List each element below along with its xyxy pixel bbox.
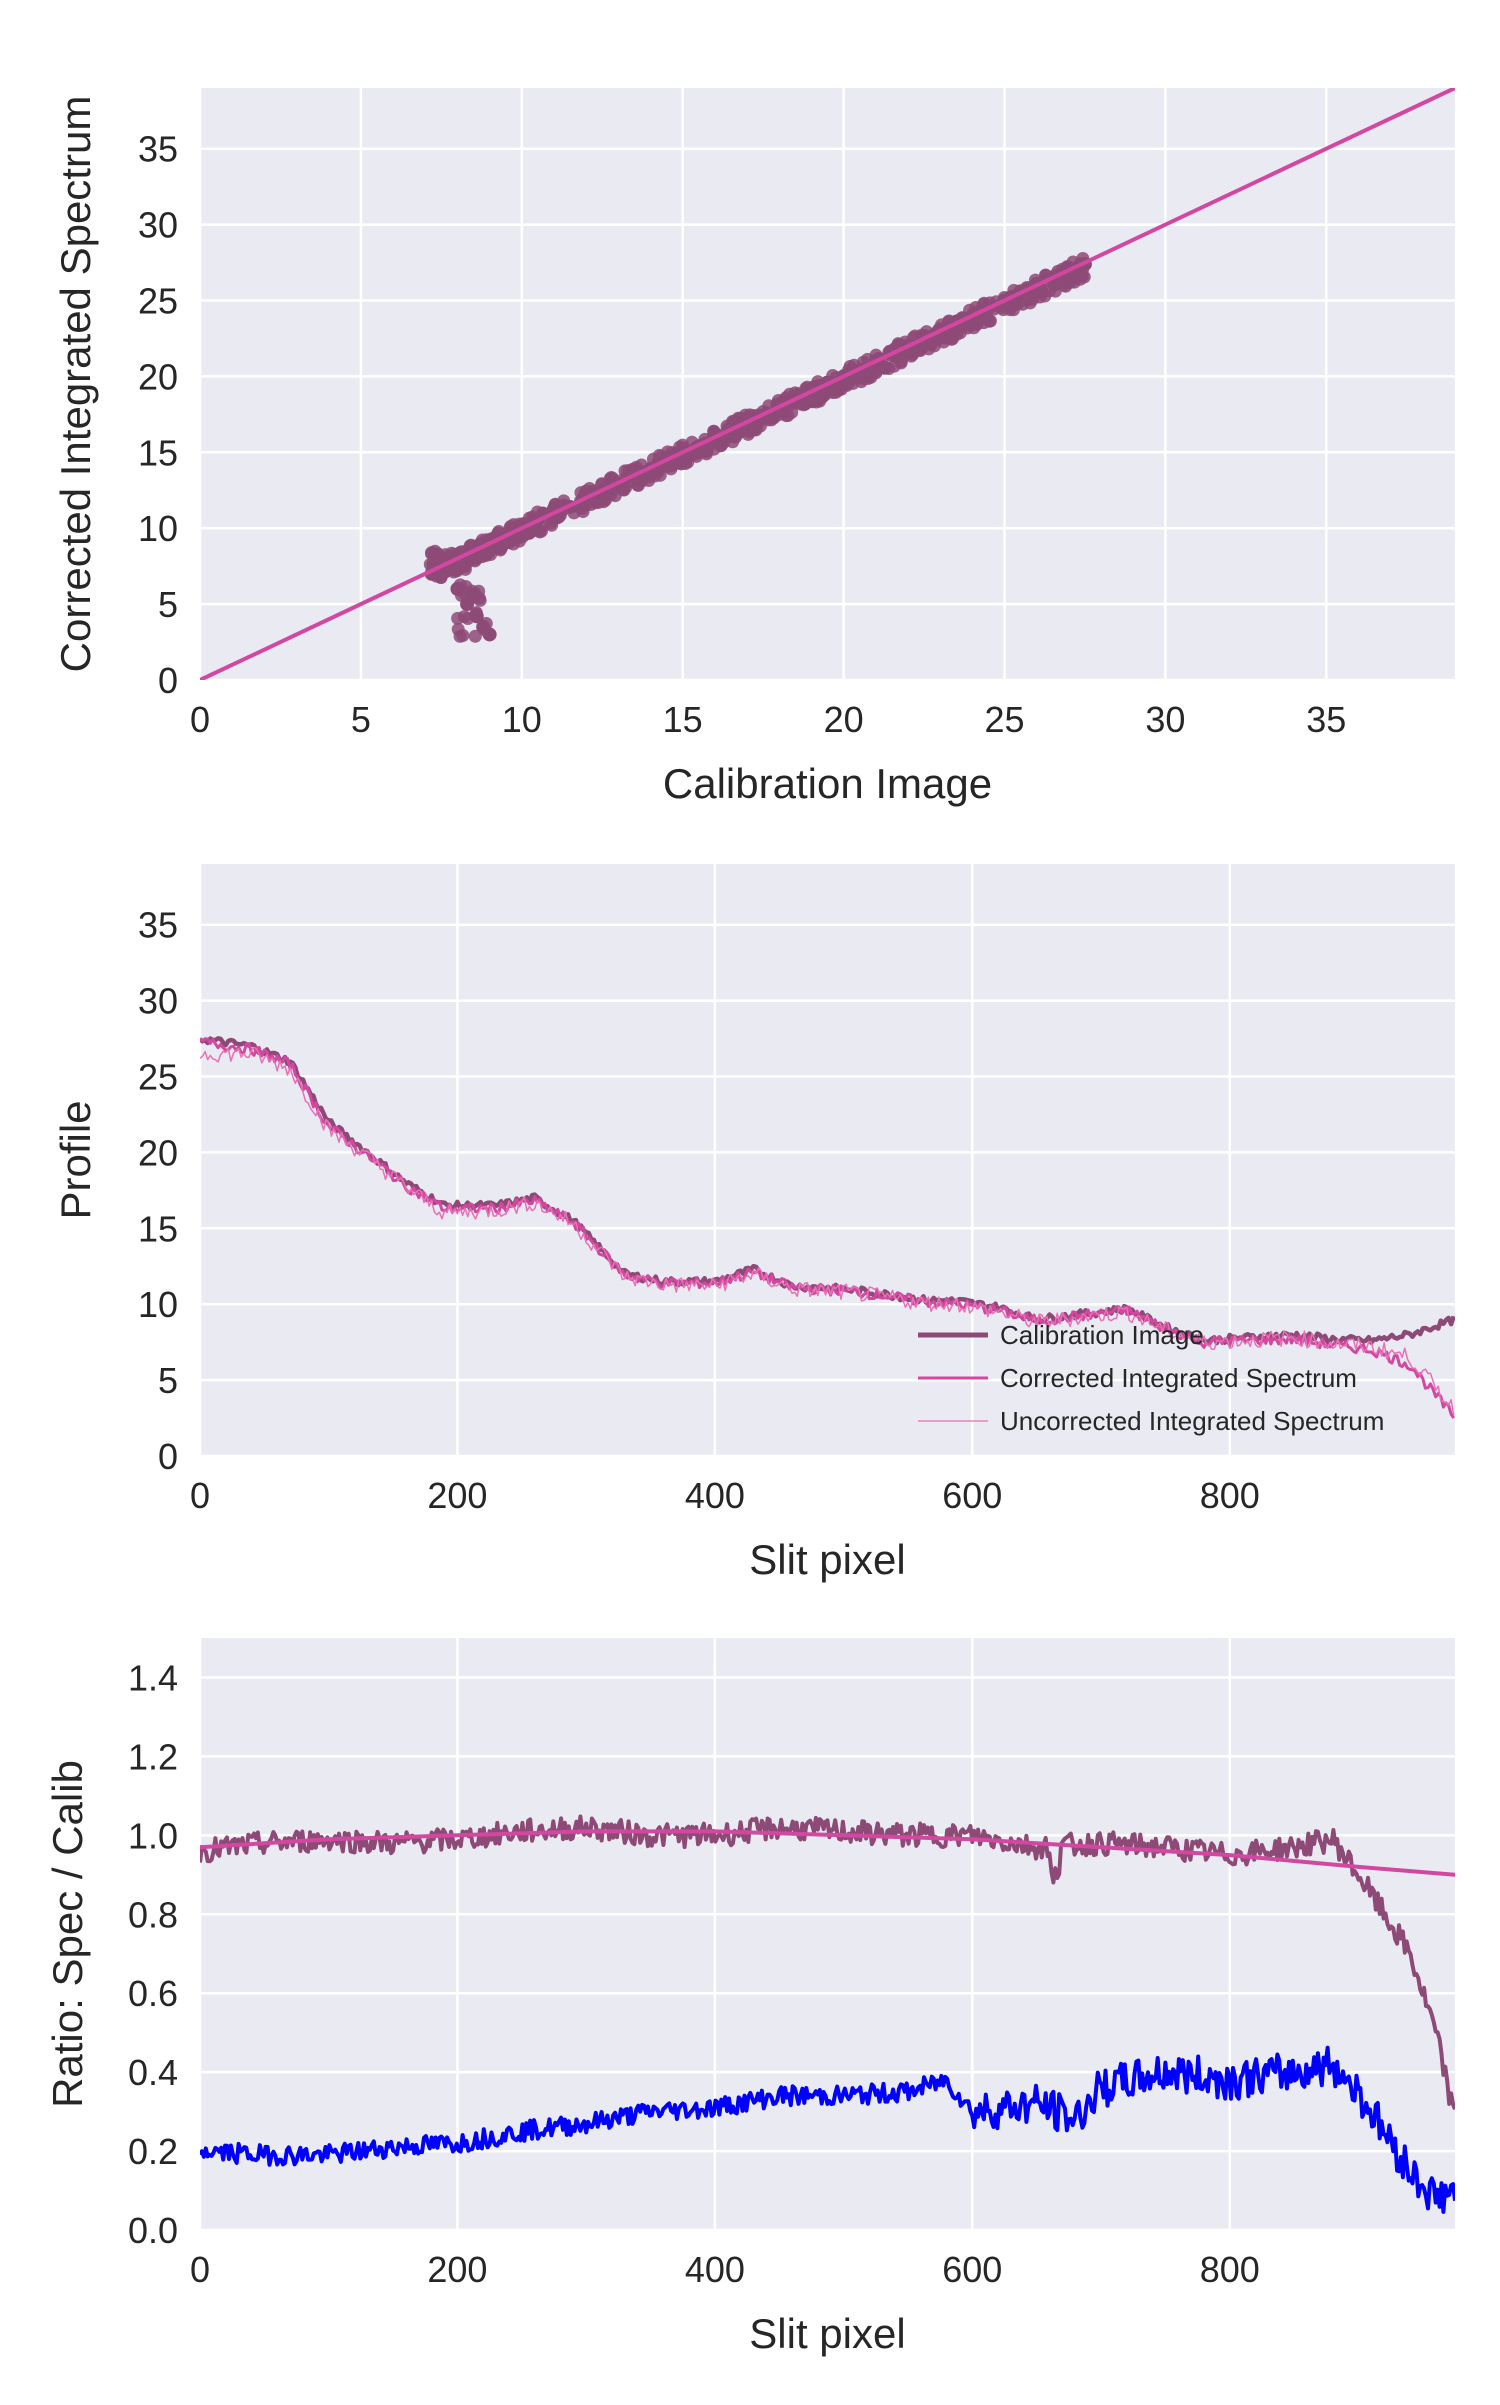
x-tick-label: 0 — [190, 2249, 210, 2290]
y-tick-label: 0 — [158, 660, 178, 701]
panel-scatter: 0 5 10 15 20 25 30 35 0 5 10 15 20 25 30 35 Calibration … — [52, 88, 1455, 807]
x-tick-label: 600 — [942, 1475, 1002, 1516]
y-axis-label: Corrected Integrated Spectrum — [52, 96, 99, 673]
x-axis-label: Slit pixel — [749, 1536, 905, 1583]
x-tick-label: 400 — [685, 1475, 745, 1516]
x-tick-label: 20 — [824, 699, 864, 740]
y-tick-label: 1.2 — [128, 1736, 178, 1777]
scatter-point — [450, 581, 465, 596]
scatter-point — [1033, 290, 1047, 304]
x-tick-label: 800 — [1200, 1475, 1260, 1516]
y-tick-label: 0.2 — [128, 2131, 178, 2172]
plot-area — [200, 864, 1455, 1456]
data-layer — [200, 1036, 1455, 1419]
scatter-point — [591, 495, 605, 509]
y-tick-label: 30 — [138, 205, 178, 246]
scatter-point — [1023, 296, 1037, 310]
scatter-point — [466, 589, 481, 604]
x-axis-label: Slit pixel — [749, 2310, 905, 2357]
scatter-point — [468, 629, 482, 643]
x-tick-label: 400 — [685, 2249, 745, 2290]
x-tick-label: 5 — [351, 699, 371, 740]
y-tick-label: 20 — [138, 356, 178, 397]
scatter-point — [576, 505, 590, 519]
x-tick-label: 0 — [190, 699, 210, 740]
x-axis-label: Calibration Image — [663, 760, 992, 807]
scatter-point — [781, 409, 795, 423]
x-tick-label: 800 — [1200, 2249, 1260, 2290]
y-tick-label: 5 — [158, 1360, 178, 1401]
x-tick-label: 200 — [427, 2249, 487, 2290]
y-tick-label: 0.0 — [128, 2210, 178, 2251]
y-tick-label: 25 — [138, 1057, 178, 1098]
y-tick-label: 35 — [138, 129, 178, 170]
y-tick-label: 0.4 — [128, 2052, 178, 2093]
scatter-point — [469, 609, 484, 624]
y-tick-label: 10 — [138, 1284, 178, 1325]
y-tick-label: 10 — [138, 508, 178, 549]
x-tick-label: 600 — [942, 2249, 1002, 2290]
x-tick-label: 10 — [502, 699, 542, 740]
legend-entry-corrected-label: Corrected Integrated Spectrum — [1000, 1363, 1357, 1393]
scatter-point — [882, 361, 896, 375]
y-tick-label: 1.0 — [128, 1815, 178, 1856]
y-tick-label: 1.4 — [128, 1657, 178, 1698]
scatter-point — [809, 395, 823, 409]
series-uncorrected-line — [200, 1046, 1455, 1416]
scatter-point — [678, 457, 692, 471]
y-tick-label: 0.6 — [128, 1973, 178, 2014]
y-tick-label: 0.8 — [128, 1894, 178, 1935]
y-tick-label: 15 — [138, 432, 178, 473]
series-uncorrected-ratio-line — [200, 2045, 1455, 2214]
y-tick-label: 25 — [138, 281, 178, 322]
x-tick-label: 200 — [427, 1475, 487, 1516]
legend: Calibration Image Corrected Integrated Sp… — [918, 1320, 1384, 1436]
fit-line — [200, 1829, 1455, 1877]
y-tick-label: 5 — [158, 584, 178, 625]
x-tick-label: 35 — [1306, 699, 1346, 740]
fit-line — [200, 88, 1455, 680]
legend-entry-calibration-label: Calibration Image — [1000, 1320, 1204, 1350]
y-tick-label: 0 — [158, 1436, 178, 1477]
y-axis-label: Ratio: Spec / Calib — [44, 1760, 91, 2108]
data-layer — [200, 1814, 1455, 2214]
scatter-point — [451, 611, 465, 625]
data-layer — [200, 88, 1455, 680]
legend-entry-uncorrected-label: Uncorrected Integrated Spectrum — [1000, 1406, 1384, 1436]
y-axis-label: Profile — [52, 1100, 99, 1219]
y-tick-label: 35 — [138, 905, 178, 946]
plot-area — [200, 1638, 1455, 2230]
x-tick-label: 0 — [190, 1475, 210, 1516]
x-tick-label: 15 — [663, 699, 703, 740]
x-tick-label: 25 — [984, 699, 1024, 740]
scatter-point — [482, 627, 497, 642]
y-tick-label: 20 — [138, 1132, 178, 1173]
panel-profile: 0 200 400 600 800 0 5 10 15 20 25 30 35 Slit pixel Pro… — [52, 864, 1455, 1583]
panel-ratio: 0 200 400 600 800 0.0 0.2 0.4 0.6 0.8 1.0 1.2 1.4 Sli… — [44, 1638, 1455, 2357]
y-tick-label: 30 — [138, 981, 178, 1022]
scatter-point — [1077, 270, 1091, 284]
scatter-point — [453, 629, 467, 643]
scatter-point — [818, 388, 832, 402]
x-tick-label: 30 — [1145, 699, 1185, 740]
y-tick-label: 15 — [138, 1208, 178, 1249]
